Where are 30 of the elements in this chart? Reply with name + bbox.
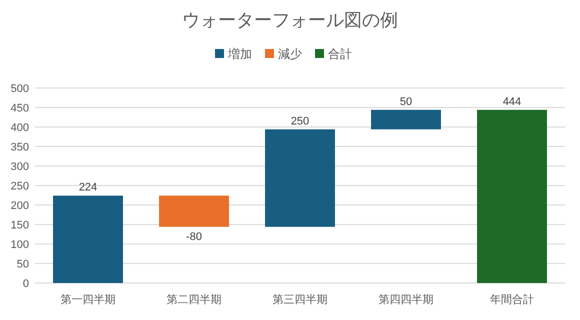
y-tick-label: 300: [10, 161, 29, 173]
x-tick-label: 年間合計: [490, 293, 534, 306]
y-tick-label: 150: [10, 220, 29, 232]
bar: [159, 196, 229, 227]
y-tick-label: 450: [10, 102, 29, 114]
y-tick-label: 400: [10, 122, 29, 134]
y-tick-label: 0: [22, 278, 29, 290]
legend-label: 合計: [328, 47, 352, 61]
bar: [53, 196, 123, 283]
bar: [265, 129, 335, 227]
data-label: -80: [186, 230, 202, 243]
data-label: 224: [78, 182, 98, 194]
data-label: 444: [502, 96, 522, 108]
data-label: 250: [290, 115, 310, 128]
chart-title: ウォーターフォール図の例: [182, 10, 398, 30]
y-tick-label: 250: [10, 180, 29, 192]
y-tick-label: 100: [10, 239, 29, 251]
x-tick-label: 第一四半期: [60, 293, 116, 306]
y-tick-label: 500: [10, 83, 29, 95]
y-tick-label: 350: [10, 142, 29, 154]
legend-label: 増加: [227, 47, 252, 61]
bar: [477, 110, 547, 283]
bar: [371, 110, 441, 130]
legend-label: 減少: [278, 47, 302, 61]
x-tick-label: 第三四半期: [272, 293, 328, 306]
data-label: 50: [400, 96, 412, 108]
x-tick-label: 第二四半期: [166, 293, 222, 306]
y-tick-label: 200: [10, 200, 29, 212]
x-tick-label: 第四四半期: [378, 293, 434, 306]
y-tick-label: 50: [16, 258, 29, 270]
